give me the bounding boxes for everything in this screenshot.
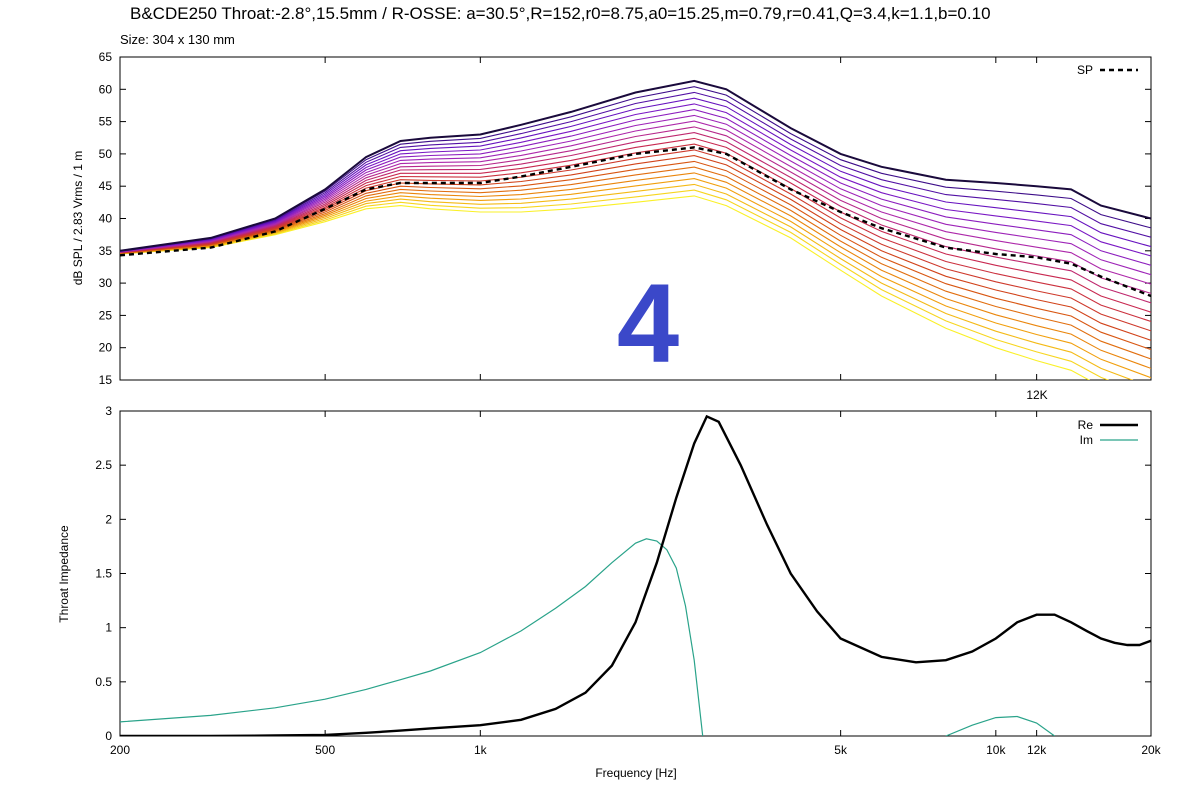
x-axis-label: Frequency [Hz] <box>595 766 676 780</box>
impedance-y-tick-label: 0 <box>105 729 112 743</box>
spl-y-tick-label: 20 <box>99 341 113 355</box>
spl-curve <box>120 160 1151 351</box>
big-number-label: 4 <box>617 261 679 386</box>
x-tick-label: 5k <box>834 743 848 757</box>
chart-title: B&CDE250 Throat:-2.8°,15.5mm / R-OSSE: a… <box>130 4 991 23</box>
impedance-y-ticks: 0 0.5 1 1.5 2 2.5 3 <box>95 404 112 743</box>
spl-curve <box>120 143 1151 323</box>
spl-curves <box>120 79 1151 380</box>
impedance-y-tick-label: 2.5 <box>95 458 112 472</box>
x-tick-label: 1k <box>474 743 488 757</box>
x-tick-label: 12k <box>1027 743 1047 757</box>
spl-legend: SP <box>1077 63 1138 77</box>
x-tick-label: 500 <box>315 743 335 757</box>
spl-curve <box>120 126 1151 294</box>
chart-subtitle: Size: 304 x 130 mm <box>120 32 235 47</box>
impedance-y-tick-label: 3 <box>105 404 112 418</box>
x-tick-label: 10k <box>986 743 1006 757</box>
impedance-y-tick-label: 1 <box>105 621 112 635</box>
x-tick-labels: 200 500 1k 5k 10k 12k 20k <box>110 743 1162 757</box>
x-tick-label: 20k <box>1141 743 1161 757</box>
spl-curve <box>120 189 1110 380</box>
impedance-plot-grid <box>119 410 1152 737</box>
spl-curve <box>120 183 1134 380</box>
spl-curve <box>120 120 1151 285</box>
impedance-legend: Re Im <box>1078 418 1138 447</box>
spl-curve <box>120 195 1091 380</box>
spl-curve <box>120 109 1151 266</box>
spl-curve <box>120 132 1151 304</box>
impedance-y-tick-label: 1.5 <box>95 567 112 581</box>
spl-curve <box>120 97 1151 252</box>
spl-y-tick-label: 60 <box>99 82 113 96</box>
spl-x-marker-label: 12K <box>1026 388 1047 402</box>
spl-y-axis-label: dB SPL / 2.83 Vrms / 1 m <box>71 151 85 286</box>
spl-curve <box>120 91 1151 252</box>
impedance-plot-frame <box>119 410 1152 737</box>
spl-curve <box>120 155 1151 341</box>
spl-y-tick-label: 55 <box>99 115 113 129</box>
impedance-im-curve <box>945 715 1055 736</box>
spl-curve <box>120 172 1151 369</box>
spl-y-tick-label: 15 <box>99 373 113 387</box>
spl-y-tick-label: 25 <box>99 308 113 322</box>
x-tick-label: 200 <box>110 743 130 757</box>
spl-y-tick-label: 40 <box>99 212 113 226</box>
spl-curve <box>120 86 1151 252</box>
spl-curve <box>120 178 1151 379</box>
spl-y-tick-label: 50 <box>99 147 113 161</box>
impedance-im-curve <box>120 538 704 736</box>
legend-im-label: Im <box>1080 433 1093 447</box>
spl-y-ticks: 15 20 25 30 35 40 45 50 55 60 65 <box>99 50 113 387</box>
spl-curve <box>120 103 1151 257</box>
spl-curve <box>120 79 1151 252</box>
spl-y-tick-label: 45 <box>99 179 113 193</box>
legend-re-label: Re <box>1078 418 1094 432</box>
impedance-re-curve <box>120 414 1151 736</box>
spl-curve <box>120 166 1151 360</box>
impedance-y-tick-label: 0.5 <box>95 675 112 689</box>
spl-curve <box>120 114 1151 276</box>
spl-y-tick-label: 35 <box>99 244 113 258</box>
spl-sp-curve <box>120 146 1151 298</box>
impedance-y-axis-label: Throat Impedance <box>57 525 71 623</box>
spl-curve <box>120 137 1151 313</box>
impedance-y-tick-label: 2 <box>105 512 112 526</box>
spl-y-tick-label: 65 <box>99 50 113 64</box>
legend-sp-label: SP <box>1077 63 1093 77</box>
spl-y-tick-label: 30 <box>99 276 113 290</box>
impedance-curves <box>120 414 1151 736</box>
